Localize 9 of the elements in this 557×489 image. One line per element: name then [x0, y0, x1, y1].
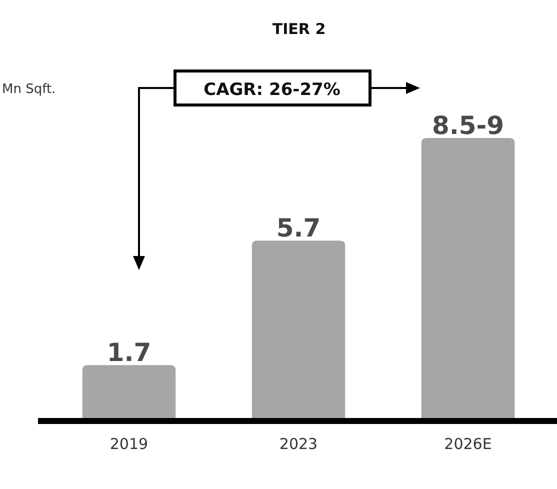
data-label: 5.7 [276, 214, 321, 243]
chart-title: TIER 2 [272, 20, 326, 38]
x-tick-label: 2023 [279, 435, 318, 453]
y-axis-title: Mn Sqft. [2, 82, 56, 97]
data-label: 8.5-9 [432, 111, 504, 140]
x-tick-label: 2019 [110, 435, 148, 453]
x-tick-label: 2026E [444, 435, 492, 453]
data-label: 1.7 [106, 338, 152, 368]
text: CAGR: 26-27% [204, 80, 340, 100]
